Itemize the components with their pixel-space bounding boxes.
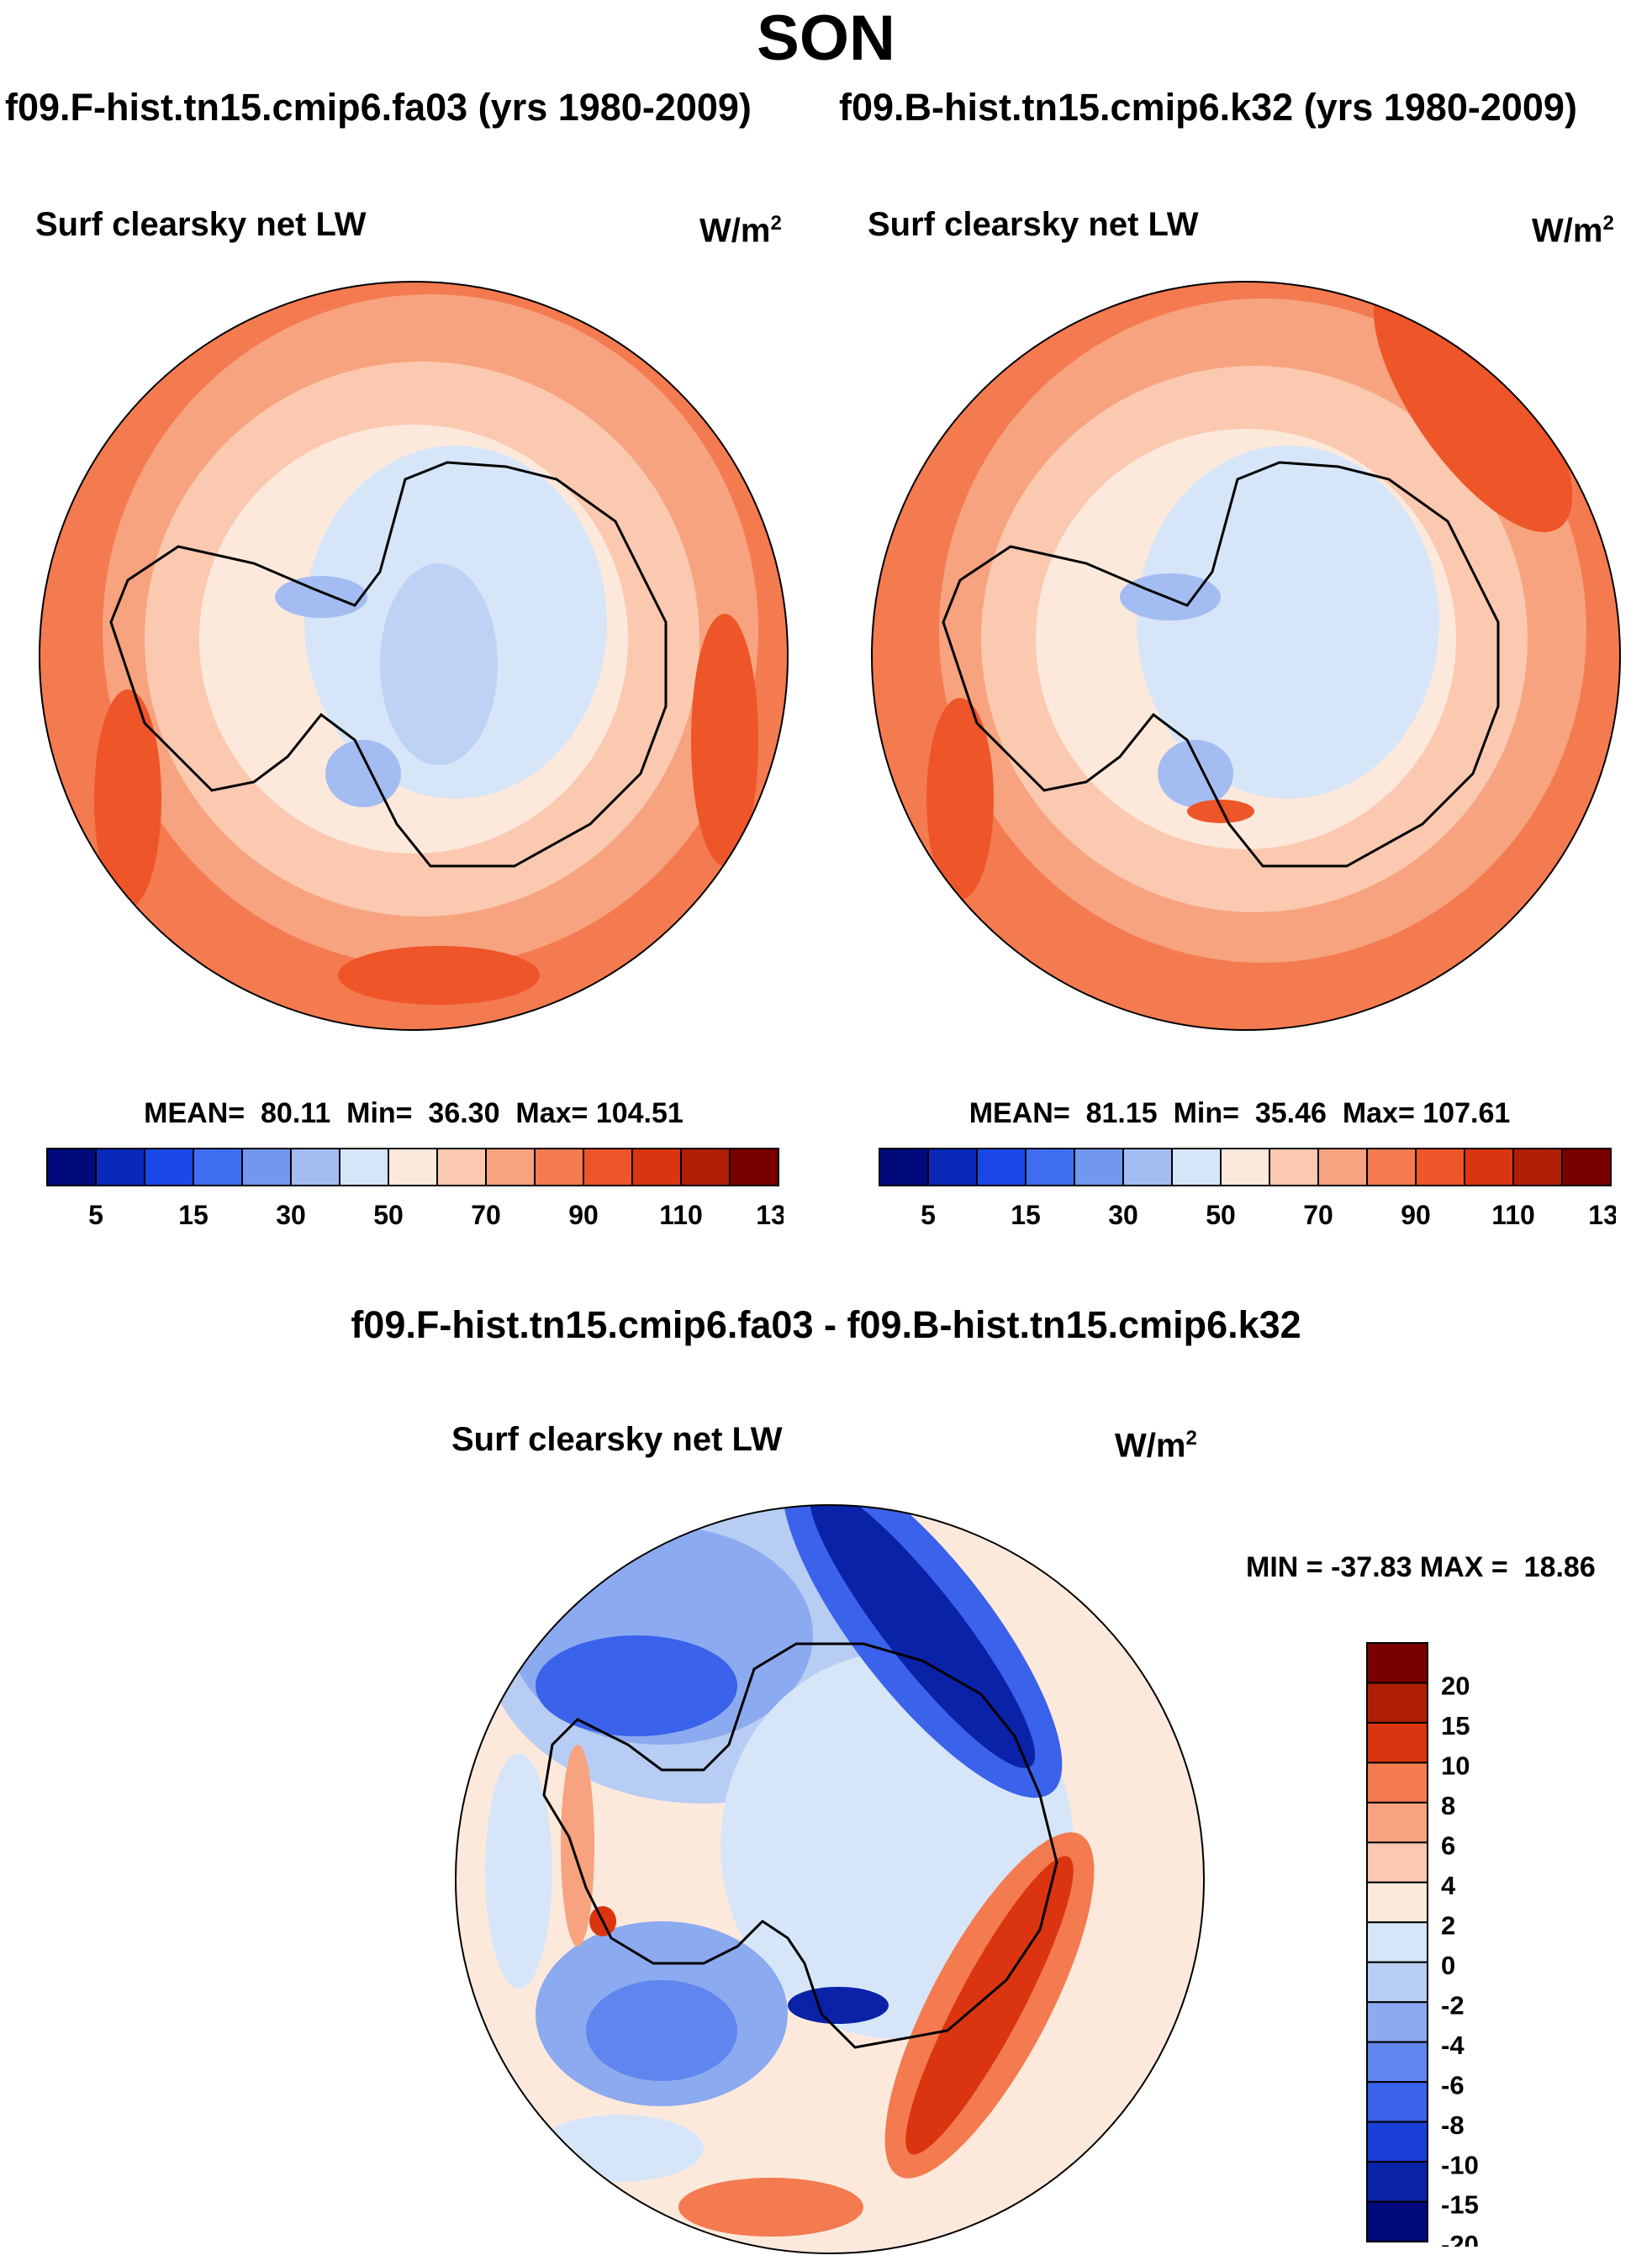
colorbar-difference-swatch: [1366, 2161, 1428, 2203]
colorbar-k32-swatch: [1464, 1148, 1514, 1186]
antarctica-coastline: [942, 461, 1500, 868]
figure-title: SON: [757, 3, 895, 74]
colorbar-fa03-swatch: [388, 1148, 438, 1186]
diff-title: f09.F-hist.tn15.cmip6.fa03 - f09.B-hist.…: [351, 1303, 1301, 1346]
colorbar-difference-tick-label: 0: [1441, 1951, 1455, 1980]
colorbar-fa03-swatch: [631, 1148, 682, 1186]
colorbar-k32-tick-label: 70: [1303, 1200, 1333, 1230]
colorbar-difference-swatch: [1366, 1921, 1428, 1963]
colorbar-difference-swatch: [1366, 1881, 1428, 1924]
colorbar-difference-swatch: [1366, 1801, 1428, 1844]
colorbar-k32-tick-label: 5: [921, 1200, 936, 1230]
colorbar-difference-swatch: [1366, 1682, 1428, 1724]
colorbar-difference-tick-label: -8: [1441, 2110, 1465, 2140]
colorbar-difference-swatch: [1366, 1721, 1428, 1764]
colorbar-k32-swatch: [1317, 1148, 1368, 1186]
colorbar-k32-swatch: [1415, 1148, 1465, 1186]
colorbar-fa03-tick-label: 130: [756, 1200, 784, 1230]
map-panel-difference: [455, 1504, 1205, 2254]
colorbar-fa03-tick-label: 90: [568, 1200, 599, 1230]
colorbar-difference-swatch: [1366, 1762, 1428, 1804]
diff-minmax: MIN = -37.83 MAX = 18.86: [1246, 1551, 1596, 1583]
colorbar-difference-tick-label: -2: [1441, 1990, 1465, 2020]
colorbar-difference-swatch: [1366, 2001, 1428, 2043]
colorbar-fa03-tick-label: 30: [276, 1200, 306, 1230]
panel1-stats: MEAN= 80.11 Min= 36.30 Max= 104.51: [144, 1097, 683, 1129]
colorbar-difference-swatch: [1366, 2081, 1428, 2123]
colorbar-fa03-swatch: [583, 1148, 633, 1186]
colorbar-k32-swatch: [1074, 1148, 1124, 1186]
colorbar-fa03-tick-label: 70: [471, 1200, 501, 1230]
colorbar-k32-swatch: [1512, 1148, 1563, 1186]
colorbar-difference-tick-label: 15: [1441, 1711, 1470, 1740]
colorbar-difference-tick-label: -6: [1441, 2070, 1465, 2100]
map-panel-k32: [871, 281, 1621, 1031]
panel2-stats: MEAN= 81.15 Min= 35.46 Max= 107.61: [969, 1097, 1511, 1129]
panel1-units: W/m2: [699, 212, 782, 250]
colorbar-fa03-swatch: [144, 1148, 194, 1186]
colorbar-k32-swatch: [1122, 1148, 1173, 1186]
colorbar-difference-swatch: [1366, 1841, 1428, 1883]
colorbar-fa03-tick-label: 5: [88, 1200, 103, 1230]
colorbar-difference-tick-label: 20: [1441, 1672, 1470, 1701]
colorbar-k32-swatch: [1171, 1148, 1222, 1186]
map-panel-fa03: [39, 281, 789, 1031]
colorbar-k32-tick-label: 90: [1401, 1200, 1431, 1230]
colorbar-fa03-swatch: [436, 1148, 487, 1186]
panel2-units: W/m2: [1532, 212, 1614, 250]
diff-variable-label: Surf clearsky net LW: [451, 1421, 783, 1458]
panel2-variable-label: Surf clearsky net LW: [868, 206, 1199, 243]
colorbar-k32-swatch: [879, 1148, 929, 1186]
colorbar-difference-tick-label: 6: [1441, 1831, 1455, 1861]
colorbar-fa03-swatch: [95, 1148, 145, 1186]
colorbar-fa03-swatch: [290, 1148, 340, 1186]
colorbar-difference-tick-label: -20: [1441, 2230, 1479, 2247]
colorbar-fa03-swatch: [241, 1148, 292, 1186]
colorbar-difference-swatch: [1366, 2121, 1428, 2163]
colorbar-difference-swatch: [1366, 1961, 1428, 2004]
case-header-left: f09.F-hist.tn15.cmip6.fa03 (yrs 1980-200…: [5, 86, 752, 129]
colorbar-fa03-swatch: [193, 1148, 243, 1186]
colorbar-fa03: 5 15 30 50 70 90 110 130: [46, 1148, 784, 1230]
colorbar-difference-tick-label: 8: [1441, 1791, 1455, 1820]
colorbar-difference-tick-label: -15: [1441, 2190, 1479, 2220]
colorbar-difference-tick-label: -4: [1441, 2031, 1465, 2060]
panel1-variable-label: Surf clearsky net LW: [35, 206, 367, 243]
colorbar-fa03-swatch: [534, 1148, 584, 1186]
colorbar-difference-tick-label: 4: [1441, 1871, 1456, 1900]
colorbar-fa03-swatch: [680, 1148, 731, 1186]
colorbar-k32: 5 15 30 50 70 90 110 130: [879, 1148, 1616, 1230]
colorbar-k32-tick-label: 110: [1491, 1200, 1535, 1230]
case-header-right: f09.B-hist.tn15.cmip6.k32 (yrs 1980-2009…: [839, 86, 1577, 129]
colorbar-fa03-tick-label: 110: [659, 1200, 703, 1230]
colorbar-k32-swatch: [976, 1148, 1027, 1186]
colorbar-k32-swatch: [1025, 1148, 1075, 1186]
colorbar-fa03-tick-label: 15: [178, 1200, 208, 1230]
colorbar-k32-swatch: [927, 1148, 978, 1186]
colorbar-k32-swatch: [1561, 1148, 1612, 1186]
colorbar-k32-tick-label: 30: [1108, 1200, 1138, 1230]
colorbar-difference-tick-label: 2: [1441, 1910, 1455, 1940]
colorbar-difference-swatch: [1366, 2200, 1428, 2242]
colorbar-difference-tick-label: 10: [1441, 1751, 1470, 1781]
colorbar-fa03-swatch: [485, 1148, 536, 1186]
colorbar-k32-tick-label: 50: [1206, 1200, 1236, 1230]
colorbar-k32-swatch: [1366, 1148, 1417, 1186]
colorbar-fa03-swatch: [339, 1148, 389, 1186]
colorbar-k32-swatch: [1269, 1148, 1319, 1186]
colorbar-k32-tick-label: 130: [1588, 1200, 1616, 1230]
antarctica-coastline: [542, 1642, 1058, 2049]
colorbar-k32-tick-label: 15: [1011, 1200, 1041, 1230]
colorbar-fa03-swatch: [729, 1148, 779, 1186]
colorbar-difference-swatch: [1366, 2041, 1428, 2084]
antarctica-coastline: [109, 461, 668, 868]
colorbar-fa03-swatch: [46, 1148, 97, 1186]
colorbar-fa03-tick-label: 50: [373, 1200, 404, 1230]
colorbar-difference-tick-label: -10: [1441, 2150, 1479, 2179]
colorbar-k32-swatch: [1220, 1148, 1270, 1186]
colorbar-difference-swatch: [1366, 1642, 1428, 1684]
diff-units: W/m2: [1115, 1427, 1197, 1465]
